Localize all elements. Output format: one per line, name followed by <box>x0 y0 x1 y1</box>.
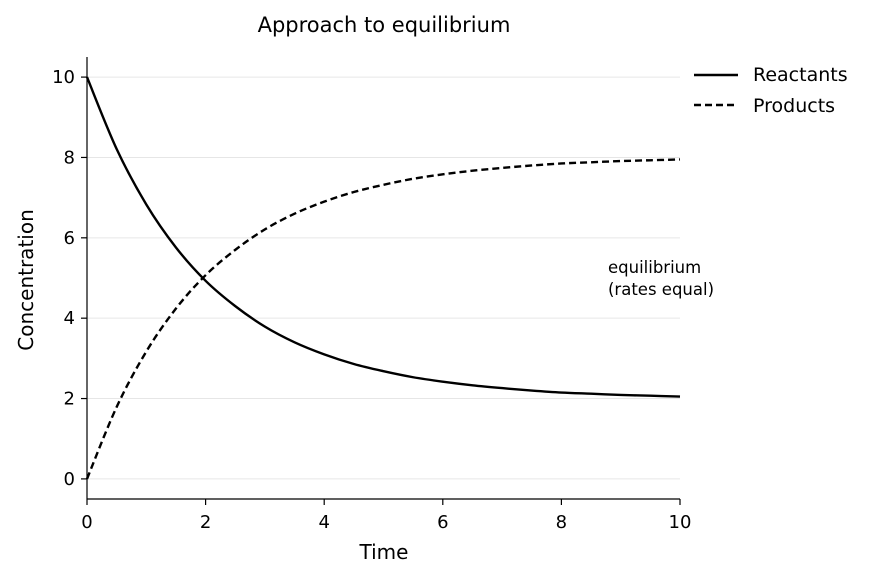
x-tick-label-8: 8 <box>556 512 567 533</box>
series-line-reactants <box>85 76 681 398</box>
y-tick-label-8: 8 <box>64 147 75 168</box>
x-axis-ticks: 0 2 4 6 8 10 <box>81 499 691 533</box>
x-tick-label-0: 0 <box>81 512 92 533</box>
legend: Reactants Products <box>694 64 848 117</box>
annotation-line-1: equilibrium <box>608 258 701 277</box>
grid <box>87 76 680 480</box>
x-tick-label-6: 6 <box>437 512 448 533</box>
series-layer <box>85 76 681 480</box>
y-axis-title: Concentration <box>14 209 38 350</box>
legend-label-reactants: Reactants <box>753 64 848 86</box>
y-tick-label-10: 10 <box>52 67 75 88</box>
y-axis-ticks: 0 2 4 6 8 10 <box>52 67 87 490</box>
x-tick-label-10: 10 <box>669 512 692 533</box>
series-line-products <box>85 158 681 480</box>
x-tick-label-2: 2 <box>200 512 211 533</box>
chart-title: Approach to equilibrium <box>258 13 511 37</box>
y-tick-label-4: 4 <box>64 308 75 329</box>
x-tick-label-4: 4 <box>318 512 329 533</box>
equilibrium-annotation: equilibrium (rates equal) <box>608 258 714 299</box>
y-tick-label-0: 0 <box>64 469 75 490</box>
y-tick-label-2: 2 <box>64 389 75 410</box>
annotation-line-2: (rates equal) <box>608 280 714 299</box>
legend-item-reactants: Reactants <box>694 64 848 86</box>
legend-label-products: Products <box>753 95 835 117</box>
x-axis-title: Time <box>359 540 409 564</box>
legend-item-products: Products <box>694 95 835 117</box>
y-tick-label-6: 6 <box>64 228 75 249</box>
